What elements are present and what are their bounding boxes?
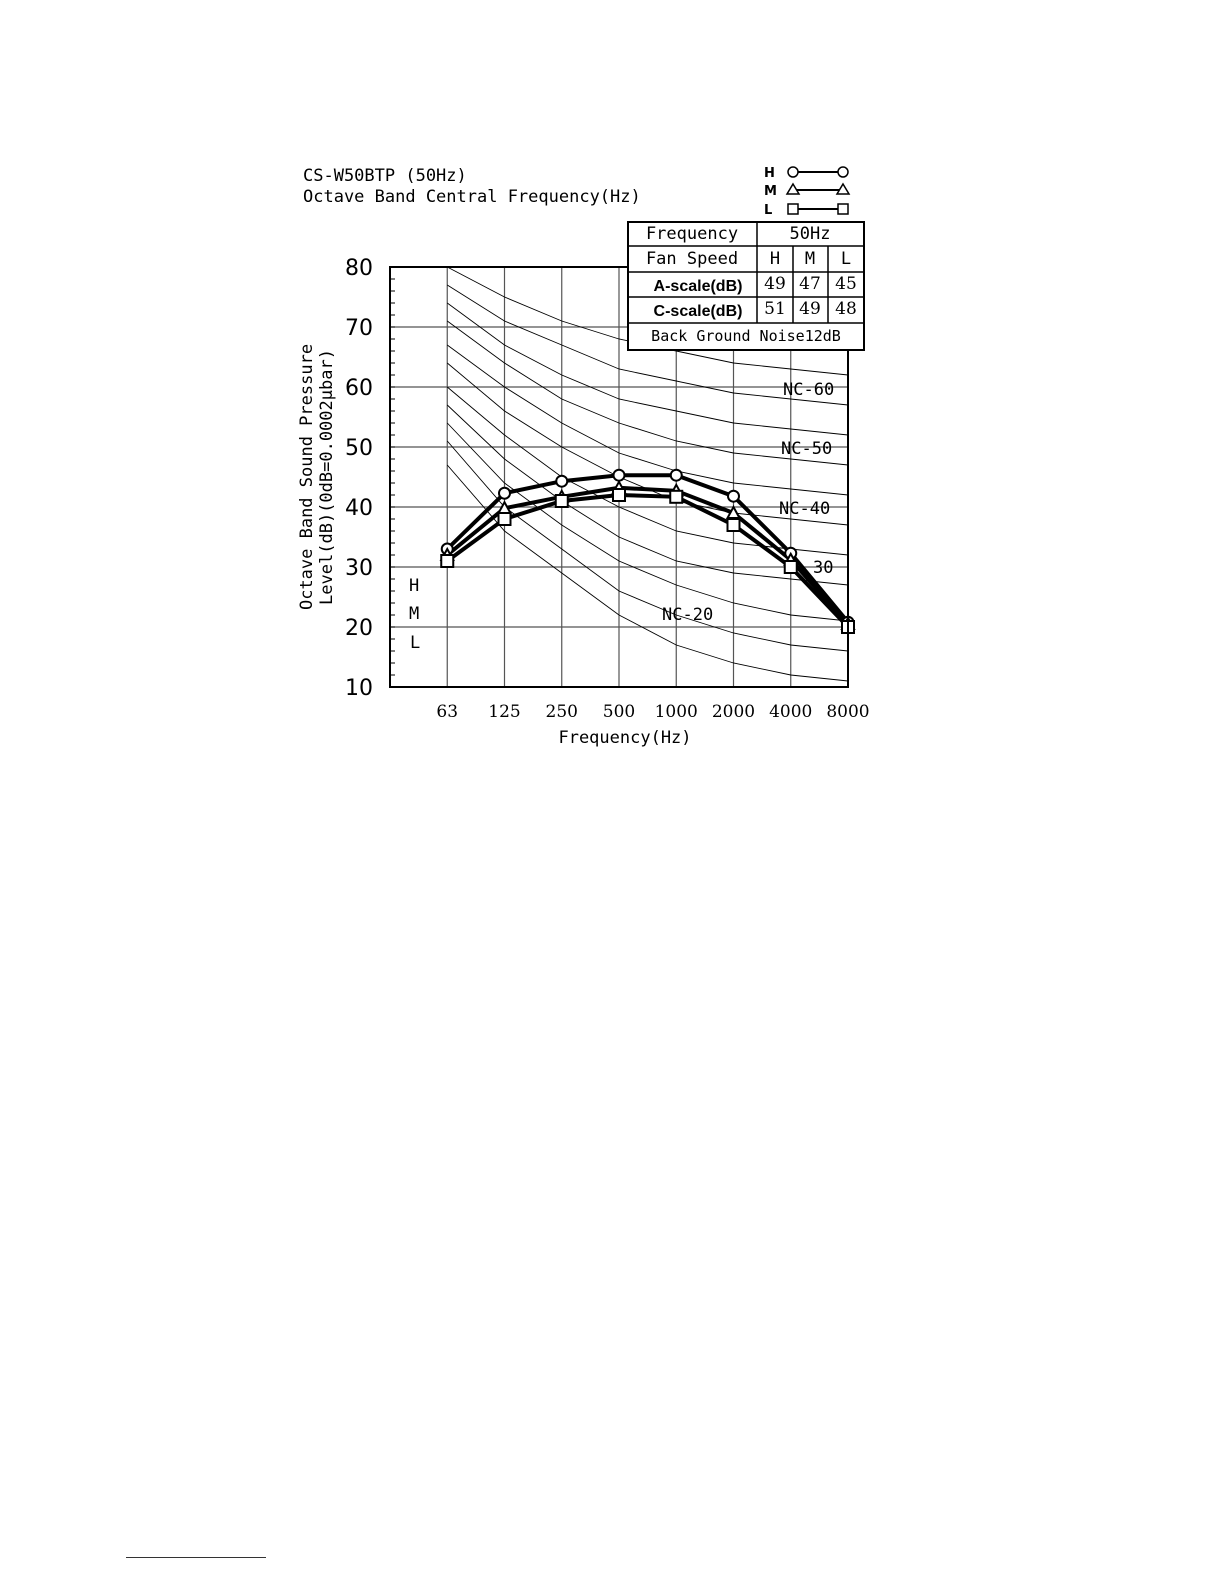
data-point-square: [554, 494, 569, 508]
data-point-circle: [498, 486, 511, 500]
circle-marker-icon: [787, 166, 799, 178]
side-label: H: [409, 576, 419, 596]
x-tick-label: 2000: [712, 702, 755, 722]
triangle-marker-icon: [785, 182, 801, 195]
square-marker-icon: [787, 203, 799, 215]
nc-label: NC-50: [781, 439, 832, 459]
nc-curve: [446, 320, 849, 466]
c-value-l: 48: [835, 299, 857, 319]
frequency-value: 50Hz: [790, 224, 831, 244]
spec-table: Frequency 50Hz Fan Speed H M L A-scale(d…: [627, 221, 865, 351]
y-tick-label: 40: [345, 496, 373, 521]
y-tick-label: 80: [345, 256, 373, 281]
speed-m: M: [805, 249, 815, 269]
data-point-circle: [555, 474, 569, 488]
a-value-h: 49: [764, 274, 786, 294]
x-axis-label: Frequency(Hz): [558, 728, 691, 748]
nc-curve: [446, 440, 849, 652]
data-point-circle: [612, 468, 626, 482]
nc-label: 30: [813, 558, 833, 578]
chart-title: CS-W50BTP (50Hz): [303, 166, 467, 186]
nc-label: NC-40: [779, 499, 830, 519]
x-tick-label: 250: [546, 702, 578, 722]
plot-frame: [389, 266, 849, 688]
a-scale-label: A-scale(dB): [654, 278, 743, 295]
y-axis-label-2: Level(dB)(0dB=0.0002μbar): [317, 349, 337, 605]
y-tick-label: 60: [345, 376, 373, 401]
x-tick-label: 1000: [655, 702, 698, 722]
nc-curve: [446, 344, 849, 496]
side-label: L: [410, 633, 420, 653]
nc-curve: [446, 302, 849, 436]
data-point-square: [726, 518, 741, 532]
x-tick-label: 500: [603, 702, 635, 722]
speed-l: L: [841, 249, 851, 269]
data-point-square: [669, 489, 684, 504]
y-ticks: 10 20 30 40 50 60 70 80: [345, 256, 373, 701]
circle-marker-icon: [837, 166, 849, 178]
y-axis-label-1: Octave Band Sound Pressure: [297, 344, 317, 610]
fan-speed-label: Fan Speed: [646, 249, 738, 269]
legend: H M L: [764, 166, 851, 218]
data-point-square: [783, 560, 798, 574]
series: [439, 468, 856, 634]
data-point-square: [440, 554, 455, 568]
y-tick-label: 50: [345, 436, 373, 461]
c-value-m: 49: [799, 299, 821, 319]
x-tick-label: 8000: [826, 702, 869, 722]
a-value-l: 45: [835, 274, 857, 294]
side-label: M: [409, 604, 419, 624]
data-point-square: [612, 488, 626, 502]
c-scale-label: C-scale(dB): [654, 303, 743, 320]
series-line-H: [445, 473, 850, 624]
x-tick-label: 125: [488, 702, 520, 722]
y-tick-label: 30: [345, 556, 373, 581]
background-noise: Back Ground Noise12dB: [651, 327, 841, 345]
nc-label: NC-60: [783, 380, 834, 400]
series-line-L: [446, 492, 850, 629]
legend-label: L: [764, 203, 772, 218]
chart-subtitle: Octave Band Central Frequency(Hz): [303, 187, 641, 207]
square-marker-icon: [837, 203, 849, 215]
footer-rule: [126, 1557, 266, 1558]
c-value-h: 51: [764, 299, 786, 319]
nc-curve: [446, 386, 849, 556]
data-point-circle: [727, 489, 740, 503]
x-tick-label: 4000: [769, 702, 812, 722]
nc-curve: [446, 404, 849, 586]
series-line-M: [445, 485, 850, 626]
nc-label: NC-20: [662, 605, 713, 625]
a-value-m: 47: [799, 274, 821, 294]
side-labels: H M L: [409, 576, 420, 653]
speed-h: H: [770, 249, 780, 269]
y-tick-label: 70: [345, 316, 373, 341]
x-tick-label: 63: [436, 702, 458, 722]
nc-curve: [447, 284, 849, 406]
data-point-square: [497, 512, 512, 526]
x-ticks: 63 125 250 500 1000 2000 4000 8000: [436, 702, 869, 722]
y-tick-label: 10: [345, 676, 373, 701]
data-point-circle: [669, 468, 683, 482]
nc-labels: NC-60 NC-50 NC-40 30 NC-20: [662, 380, 834, 625]
y-tick-label: 20: [345, 616, 373, 641]
legend-label: H: [764, 166, 775, 181]
legend-label: M: [764, 184, 777, 199]
triangle-marker-icon: [835, 182, 851, 195]
nc-curve: [446, 464, 849, 682]
frequency-label: Frequency: [646, 224, 738, 244]
